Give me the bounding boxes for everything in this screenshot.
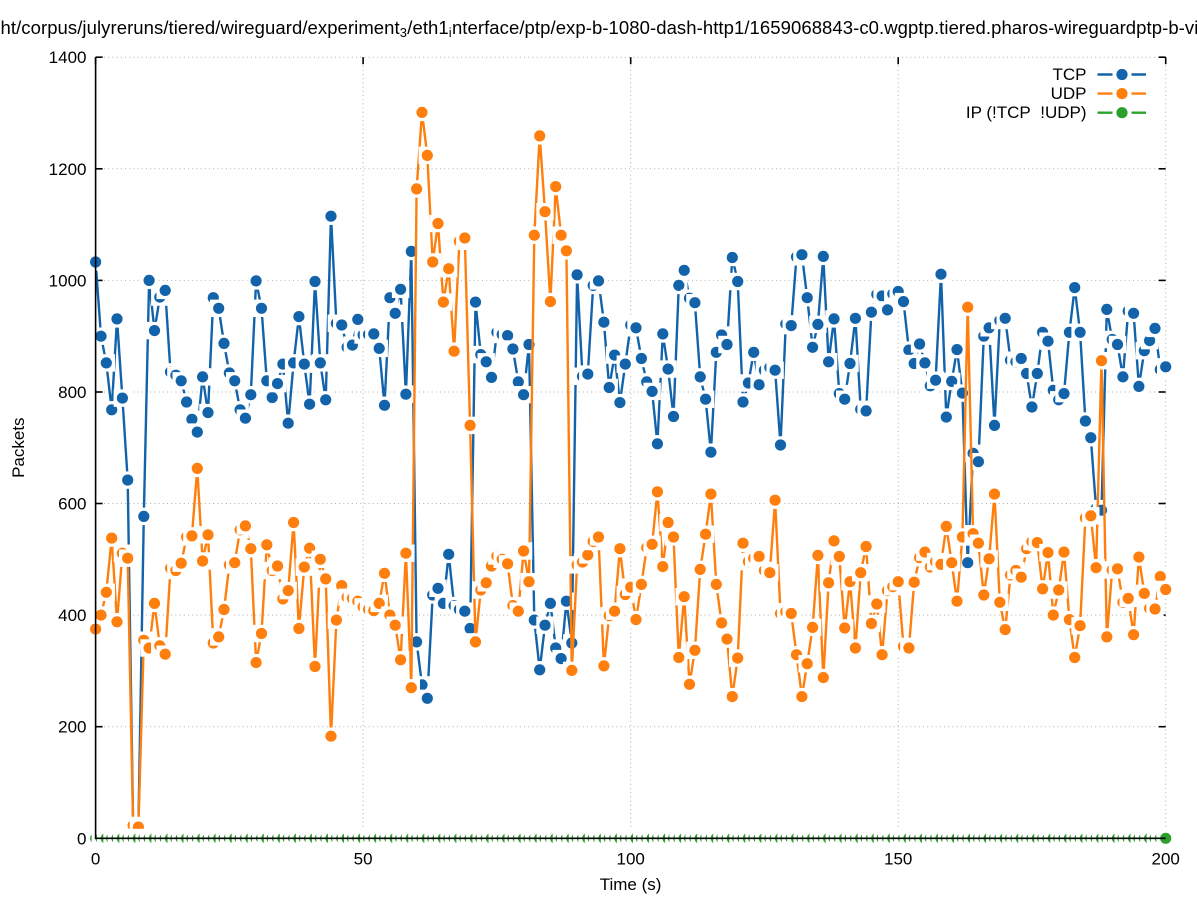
svg-text:1000: 1000 (49, 271, 87, 290)
svg-text:0: 0 (91, 850, 100, 869)
svg-text:200: 200 (58, 718, 86, 737)
svg-text:0: 0 (77, 829, 86, 848)
svg-text:IP (!TCP !UDP): IP (!TCP !UDP) (966, 103, 1087, 122)
svg-text:1400: 1400 (49, 48, 87, 67)
svg-text:200: 200 (1152, 850, 1180, 869)
svg-text:50: 50 (354, 850, 373, 869)
svg-text:100: 100 (617, 850, 645, 869)
svg-text:Time (s): Time (s) (600, 875, 662, 894)
svg-text:600: 600 (58, 495, 86, 514)
svg-text:Packets: Packets (9, 417, 28, 477)
svg-text:400: 400 (58, 606, 86, 625)
svg-text:150: 150 (884, 850, 912, 869)
svg-text:1200: 1200 (49, 160, 87, 179)
svg-text:UDP: UDP (1051, 84, 1087, 103)
svg-text:TCP: TCP (1053, 65, 1087, 84)
svg-text:800: 800 (58, 383, 86, 402)
